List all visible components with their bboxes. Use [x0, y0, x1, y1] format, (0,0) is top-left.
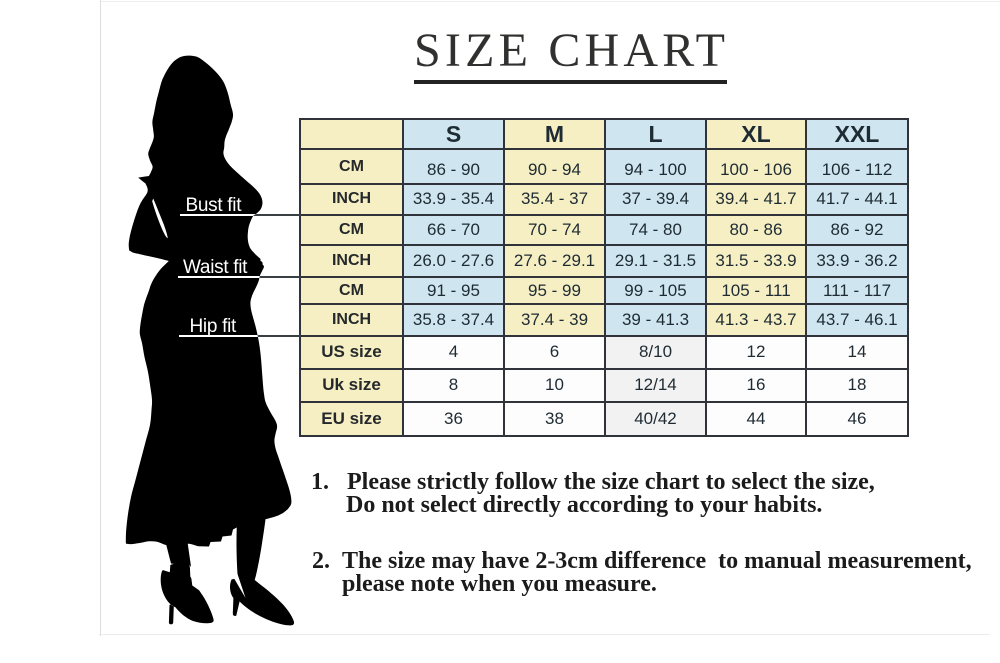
svg-text:Bust fit: Bust fit — [186, 195, 243, 216]
svg-text:Waist fit: Waist fit — [183, 257, 248, 278]
svg-text:Hip fit: Hip fit — [190, 316, 237, 337]
